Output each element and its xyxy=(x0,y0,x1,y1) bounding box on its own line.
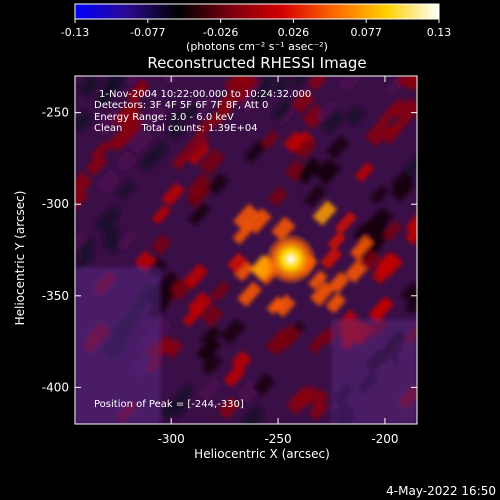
colorbar-tick-label: -0.026 xyxy=(203,26,238,39)
x-tick-label: -300 xyxy=(158,432,185,446)
info-clean-counts: Clean Total counts: 1.39E+04 xyxy=(94,123,258,134)
y-tick-label: -250 xyxy=(42,106,69,120)
info-detectors: Detectors: 3F 4F 5F 6F 7F 8F, Att 0 xyxy=(94,100,268,111)
colorbar: -0.13 -0.077 -0.026 0.026 0.077 0.13 (photons… xyxy=(61,3,451,53)
y-tick-label: -400 xyxy=(42,380,69,394)
x-tick-label: -200 xyxy=(371,432,398,446)
colorbar-tick-label: 0.026 xyxy=(278,26,310,39)
info-time-range: 1-Nov-2004 10:22:00.000 to 10:24:32.000 xyxy=(99,89,311,100)
y-tick-label: -350 xyxy=(42,289,69,303)
colorbar-unit-label: (photons cm⁻² s⁻¹ asec⁻²) xyxy=(186,40,328,53)
colorbar-ticks: -0.13 -0.077 -0.026 0.026 0.077 0.13 xyxy=(61,19,451,39)
colorbar-tick-label: -0.13 xyxy=(61,26,89,39)
x-tick-label: -250 xyxy=(264,432,291,446)
y-axis-label: Heliocentric Y (arcsec) xyxy=(13,191,27,326)
y-tick-label: -300 xyxy=(42,197,69,211)
peak-position-label: Position of Peak = [-244,-330] xyxy=(94,399,244,410)
y-axis-ticks: -250 -300 -350 -400 xyxy=(42,106,417,394)
colorbar-gradient xyxy=(74,3,440,20)
footer-timestamp: 4-May-2022 16:50 xyxy=(386,484,496,498)
colorbar-tick-label: 0.077 xyxy=(350,26,382,39)
colorbar-tick-label: 0.13 xyxy=(427,26,452,39)
colorbar-tick-label: -0.077 xyxy=(130,26,165,39)
peak-bright-spot xyxy=(264,233,317,286)
x-axis-label: Heliocentric X (arcsec) xyxy=(194,447,330,461)
info-energy-range: Energy Range: 3.0 - 6.0 keV xyxy=(94,112,234,123)
solar-image xyxy=(75,76,417,424)
plot-frame xyxy=(74,75,418,425)
image-title: Reconstructed RHESSI Image xyxy=(147,54,366,72)
x-axis-ticks: -300 -250 -200 xyxy=(158,76,399,446)
observation-info: 1-Nov-2004 10:22:00.000 to 10:24:32.000 … xyxy=(94,89,311,134)
